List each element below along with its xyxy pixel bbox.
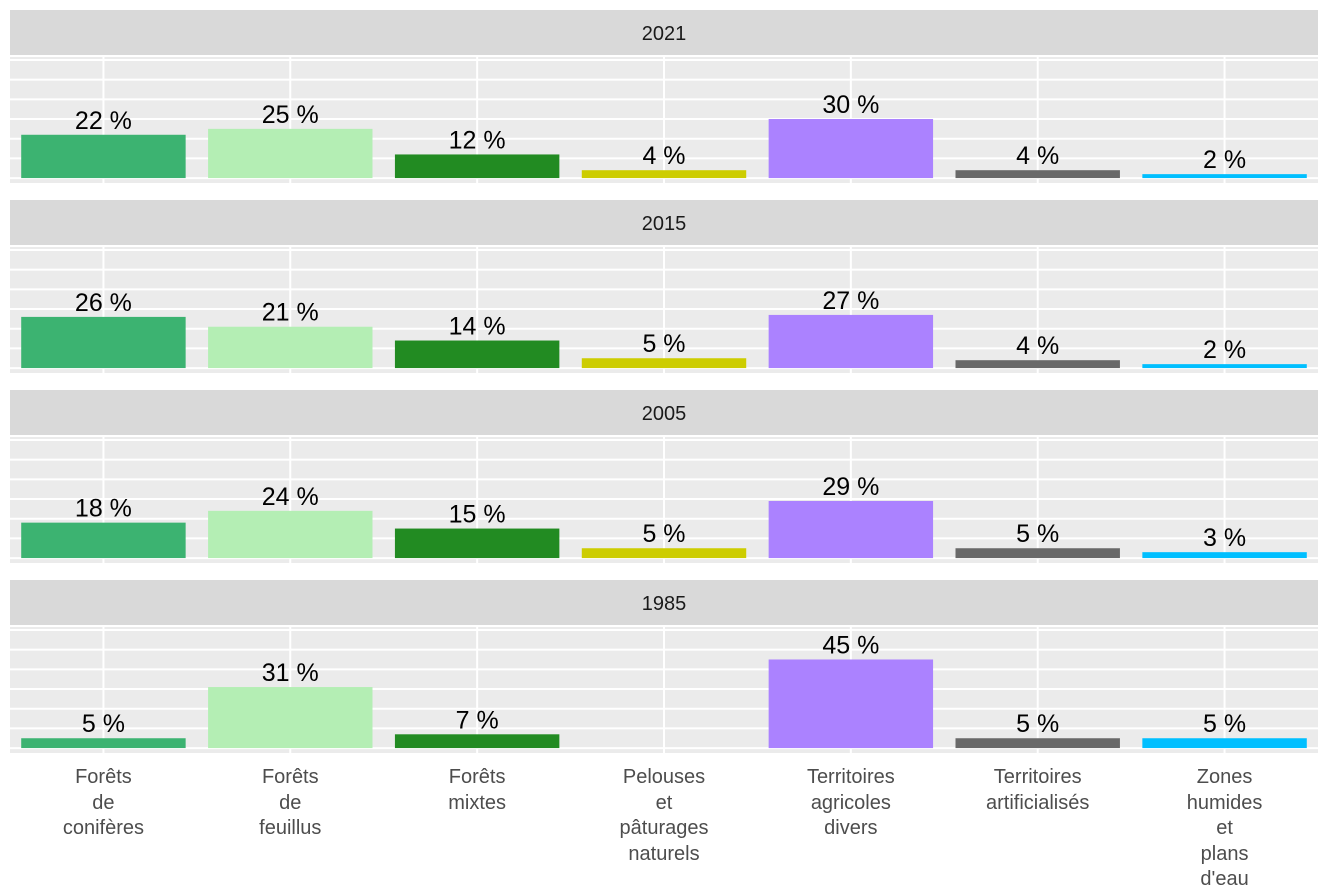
value-label: 45 % (822, 631, 879, 659)
value-label: 18 % (75, 495, 132, 523)
x-tick-label: Zones humides et plans d'eau (1186, 766, 1263, 890)
strip (10, 390, 1318, 435)
strip-title: 2021 (642, 23, 687, 45)
value-label: 30 % (822, 91, 879, 119)
bar (955, 738, 1120, 749)
strip (10, 200, 1318, 245)
bar (394, 528, 560, 559)
value-label: 5 % (82, 710, 125, 738)
bar (581, 548, 747, 559)
bar (1142, 552, 1307, 559)
value-label: 21 % (262, 299, 319, 327)
value-label: 2 % (1203, 146, 1246, 174)
bar (768, 314, 934, 369)
bar (1142, 174, 1307, 179)
bar (394, 734, 560, 749)
strip-title: 2005 (642, 403, 687, 425)
value-label: 5 % (1203, 710, 1246, 738)
bar (955, 170, 1120, 179)
value-label: 27 % (822, 287, 879, 315)
value-label: 5 % (642, 520, 685, 548)
x-tick-label: Forêts de feuillus (259, 766, 322, 839)
value-label: 3 % (1203, 524, 1246, 552)
value-label: 26 % (75, 289, 132, 317)
bar (955, 360, 1120, 369)
bar (21, 522, 186, 559)
bar (955, 548, 1120, 559)
bar (208, 510, 373, 559)
x-tick-label: Territoires artificialisés (986, 766, 1090, 814)
value-label: 25 % (262, 101, 319, 129)
strip-title: 2015 (642, 213, 687, 235)
value-label: 5 % (1016, 710, 1059, 738)
strip-title: 1985 (642, 593, 687, 615)
bar (768, 659, 934, 749)
bar (581, 170, 747, 179)
value-label: 2 % (1203, 336, 1246, 364)
bar (394, 154, 560, 179)
bar (21, 316, 186, 369)
value-label: 14 % (449, 313, 506, 341)
x-tick-label: Pelouses et pâturages naturels (619, 766, 709, 865)
value-label: 4 % (1016, 332, 1059, 360)
bar (1142, 364, 1307, 369)
bar (208, 326, 373, 369)
value-label: 12 % (449, 126, 506, 154)
x-tick-label: Forêts mixtes (448, 766, 507, 814)
bar (1142, 738, 1307, 749)
value-label: 24 % (262, 483, 319, 511)
value-label: 29 % (822, 473, 879, 501)
strip (10, 10, 1318, 55)
value-label: 5 % (1016, 520, 1059, 548)
value-label: 4 % (642, 142, 685, 170)
bar (21, 738, 186, 749)
bar (21, 134, 186, 179)
value-label: 5 % (642, 330, 685, 358)
bar (768, 500, 934, 559)
value-label: 4 % (1016, 142, 1059, 170)
x-tick-label: Forêts de conifères (62, 766, 144, 839)
x-tick-label: Territoires agricoles divers (806, 766, 895, 839)
bar (208, 128, 373, 179)
bar (394, 340, 560, 369)
value-label: 15 % (449, 501, 506, 529)
bar (208, 687, 373, 749)
bar (768, 119, 934, 179)
value-label: 31 % (262, 659, 319, 687)
bar (581, 358, 747, 369)
strip (10, 580, 1318, 625)
value-label: 7 % (456, 706, 499, 734)
value-label: 22 % (75, 107, 132, 135)
